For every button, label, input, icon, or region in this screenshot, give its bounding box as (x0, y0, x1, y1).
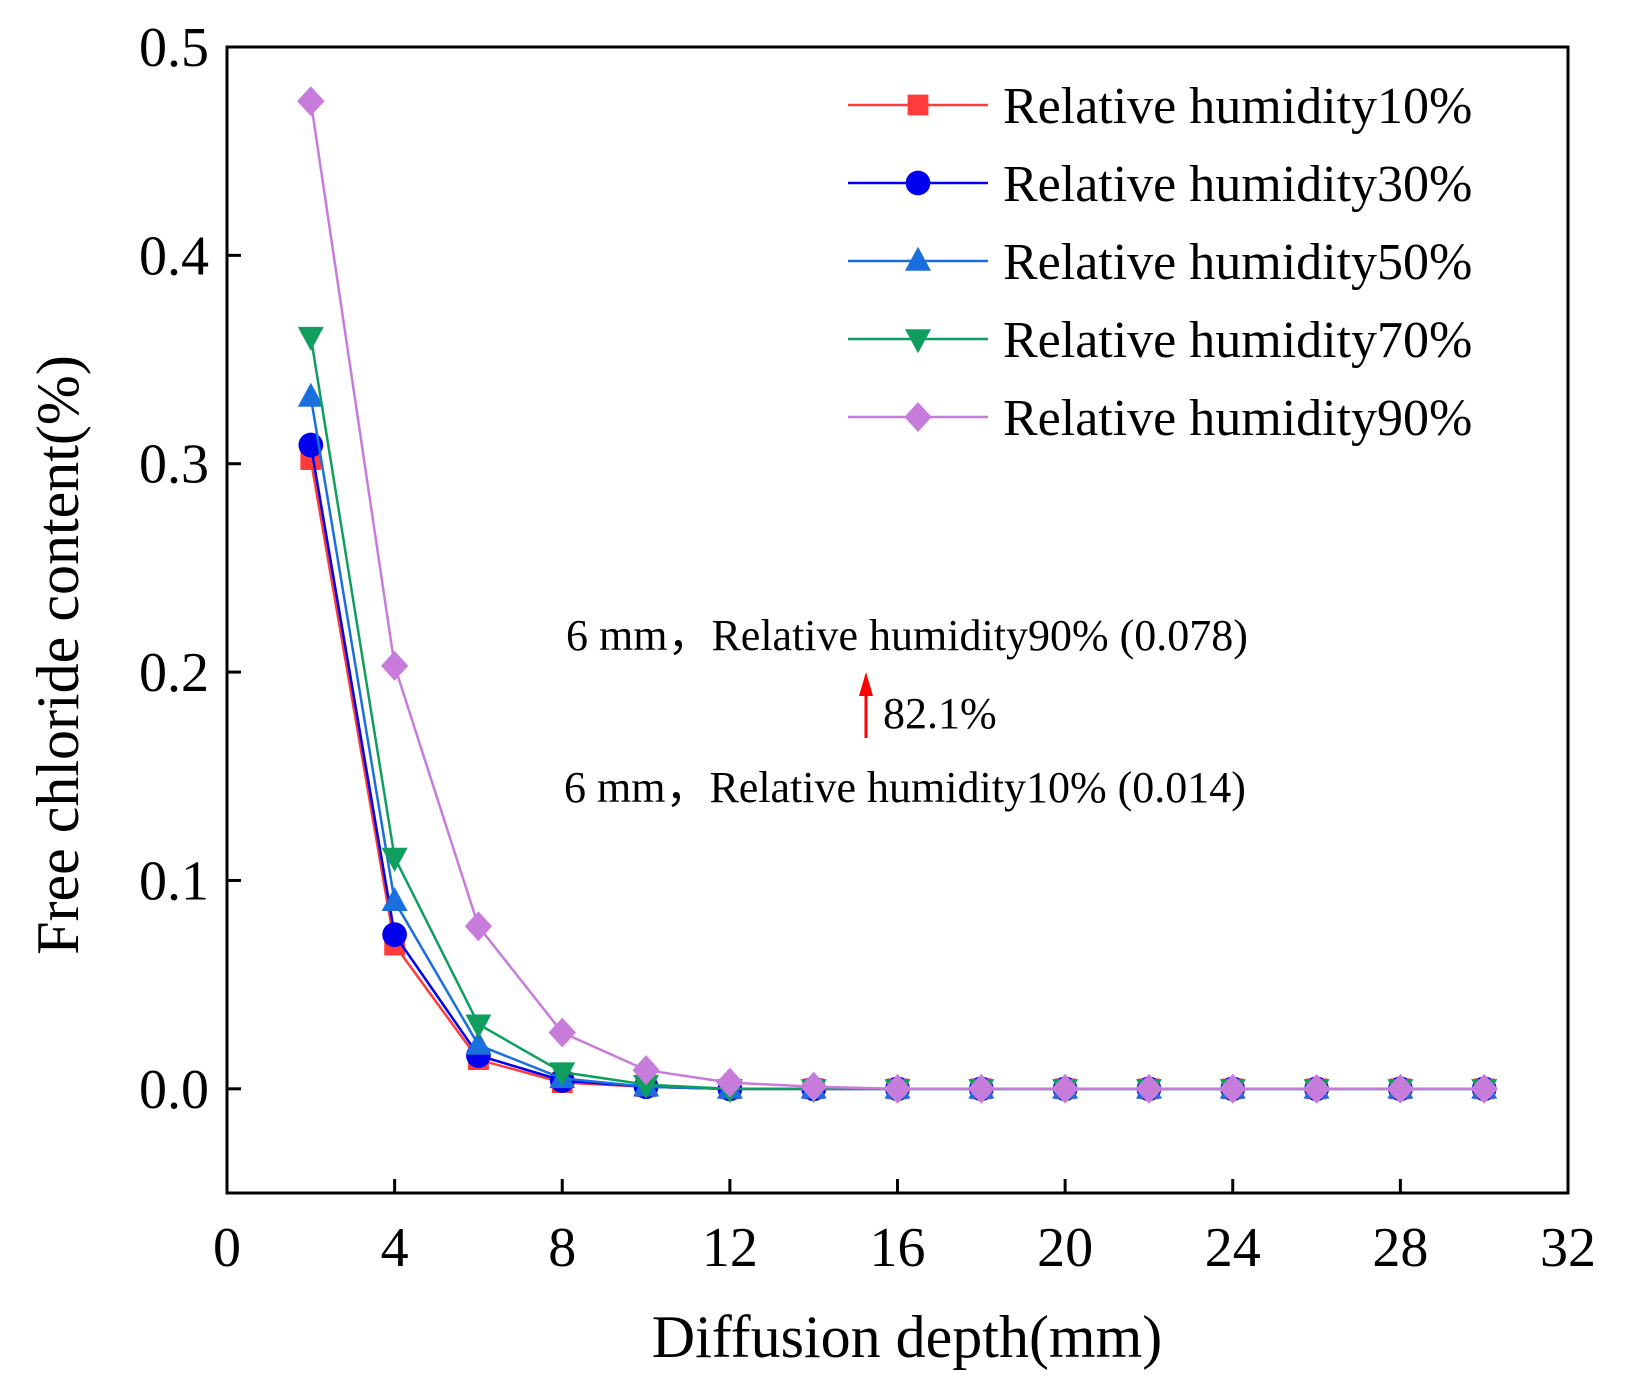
data-point (1051, 1073, 1079, 1104)
data-point (380, 650, 409, 681)
legend-item: Relative humidity90% (848, 390, 1472, 447)
data-point (1219, 1073, 1247, 1104)
legend-item: Relative humidity30% (848, 156, 1472, 213)
x-tick-label: 24 (1205, 1217, 1261, 1279)
legend-label: Relative humidity10% (1003, 78, 1472, 135)
data-point (381, 847, 408, 872)
series-5 (297, 86, 1498, 1104)
data-point (1470, 1073, 1498, 1104)
data-point (905, 246, 931, 271)
legend-item: Relative humidity70% (848, 312, 1472, 369)
legend: Relative humidity10% Relative humidity30%… (848, 78, 1472, 447)
data-point (632, 1055, 660, 1086)
data-point (297, 382, 324, 407)
data-point (464, 911, 493, 942)
legend-item: Relative humidity10% (848, 78, 1472, 135)
data-point (716, 1067, 744, 1098)
annotation: 6 mm，Relative humidity90% (0.078) 82.1% … (564, 611, 1248, 812)
x-tick-label: 8 (548, 1217, 576, 1279)
x-tick-label: 28 (1372, 1217, 1428, 1279)
y-tick-label: 0.0 (139, 1059, 209, 1121)
y-tick-label: 0.2 (139, 642, 209, 704)
x-tick-label: 16 (870, 1217, 926, 1279)
y-tick-label: 0.4 (139, 225, 209, 287)
up-arrow-icon (859, 672, 873, 738)
x-axis-title: Diffusion depth(mm) (652, 1304, 1163, 1370)
data-point (633, 1074, 660, 1099)
data-point (297, 86, 325, 117)
x-tick-label: 12 (702, 1217, 758, 1279)
y-axis: 0.0 0.1 0.2 0.3 0.4 0.5 (139, 17, 241, 1121)
y-tick-label: 0.3 (139, 434, 209, 496)
data-point (549, 1062, 576, 1087)
legend-label: Relative humidity50% (1003, 234, 1472, 291)
x-tick-label: 20 (1037, 1217, 1093, 1279)
series-layer (297, 86, 1498, 1104)
data-point (465, 1014, 492, 1039)
data-point (465, 1030, 492, 1055)
y-tick-label: 0.1 (139, 850, 209, 912)
legend-label: Relative humidity30% (1003, 156, 1472, 213)
legend-label: Relative humidity90% (1003, 390, 1472, 447)
data-point (1135, 1073, 1163, 1104)
y-tick-label: 0.5 (139, 17, 209, 79)
legend-label: Relative humidity70% (1003, 312, 1472, 369)
x-tick-label: 32 (1540, 1217, 1596, 1279)
series-line (309, 396, 1485, 1091)
data-point (800, 1071, 828, 1102)
annotation-lower-text: 6 mm，Relative humidity10% (0.014) (564, 763, 1246, 812)
data-point (382, 922, 407, 947)
legend-item: Relative humidity50% (848, 234, 1472, 291)
data-point (548, 1017, 576, 1048)
data-point (907, 94, 929, 116)
data-point (967, 1073, 995, 1104)
x-tick-label: 4 (381, 1217, 409, 1279)
annotation-upper-text: 6 mm，Relative humidity90% (0.078) (566, 611, 1248, 660)
data-point (297, 326, 324, 351)
data-point (905, 170, 931, 196)
data-point (1386, 1073, 1415, 1104)
data-point (904, 402, 932, 432)
x-axis: 0 4 8 12 16 20 24 28 32 (213, 1179, 1596, 1279)
series-3 (297, 382, 1498, 1099)
y-axis-title: Free chloride content(%) (25, 355, 91, 955)
data-point (883, 1073, 912, 1104)
x-tick-label: 0 (213, 1217, 241, 1279)
data-point (905, 329, 931, 354)
data-point (1302, 1073, 1331, 1104)
annotation-arrow-label: 82.1% (883, 689, 997, 738)
data-point (381, 886, 408, 912)
